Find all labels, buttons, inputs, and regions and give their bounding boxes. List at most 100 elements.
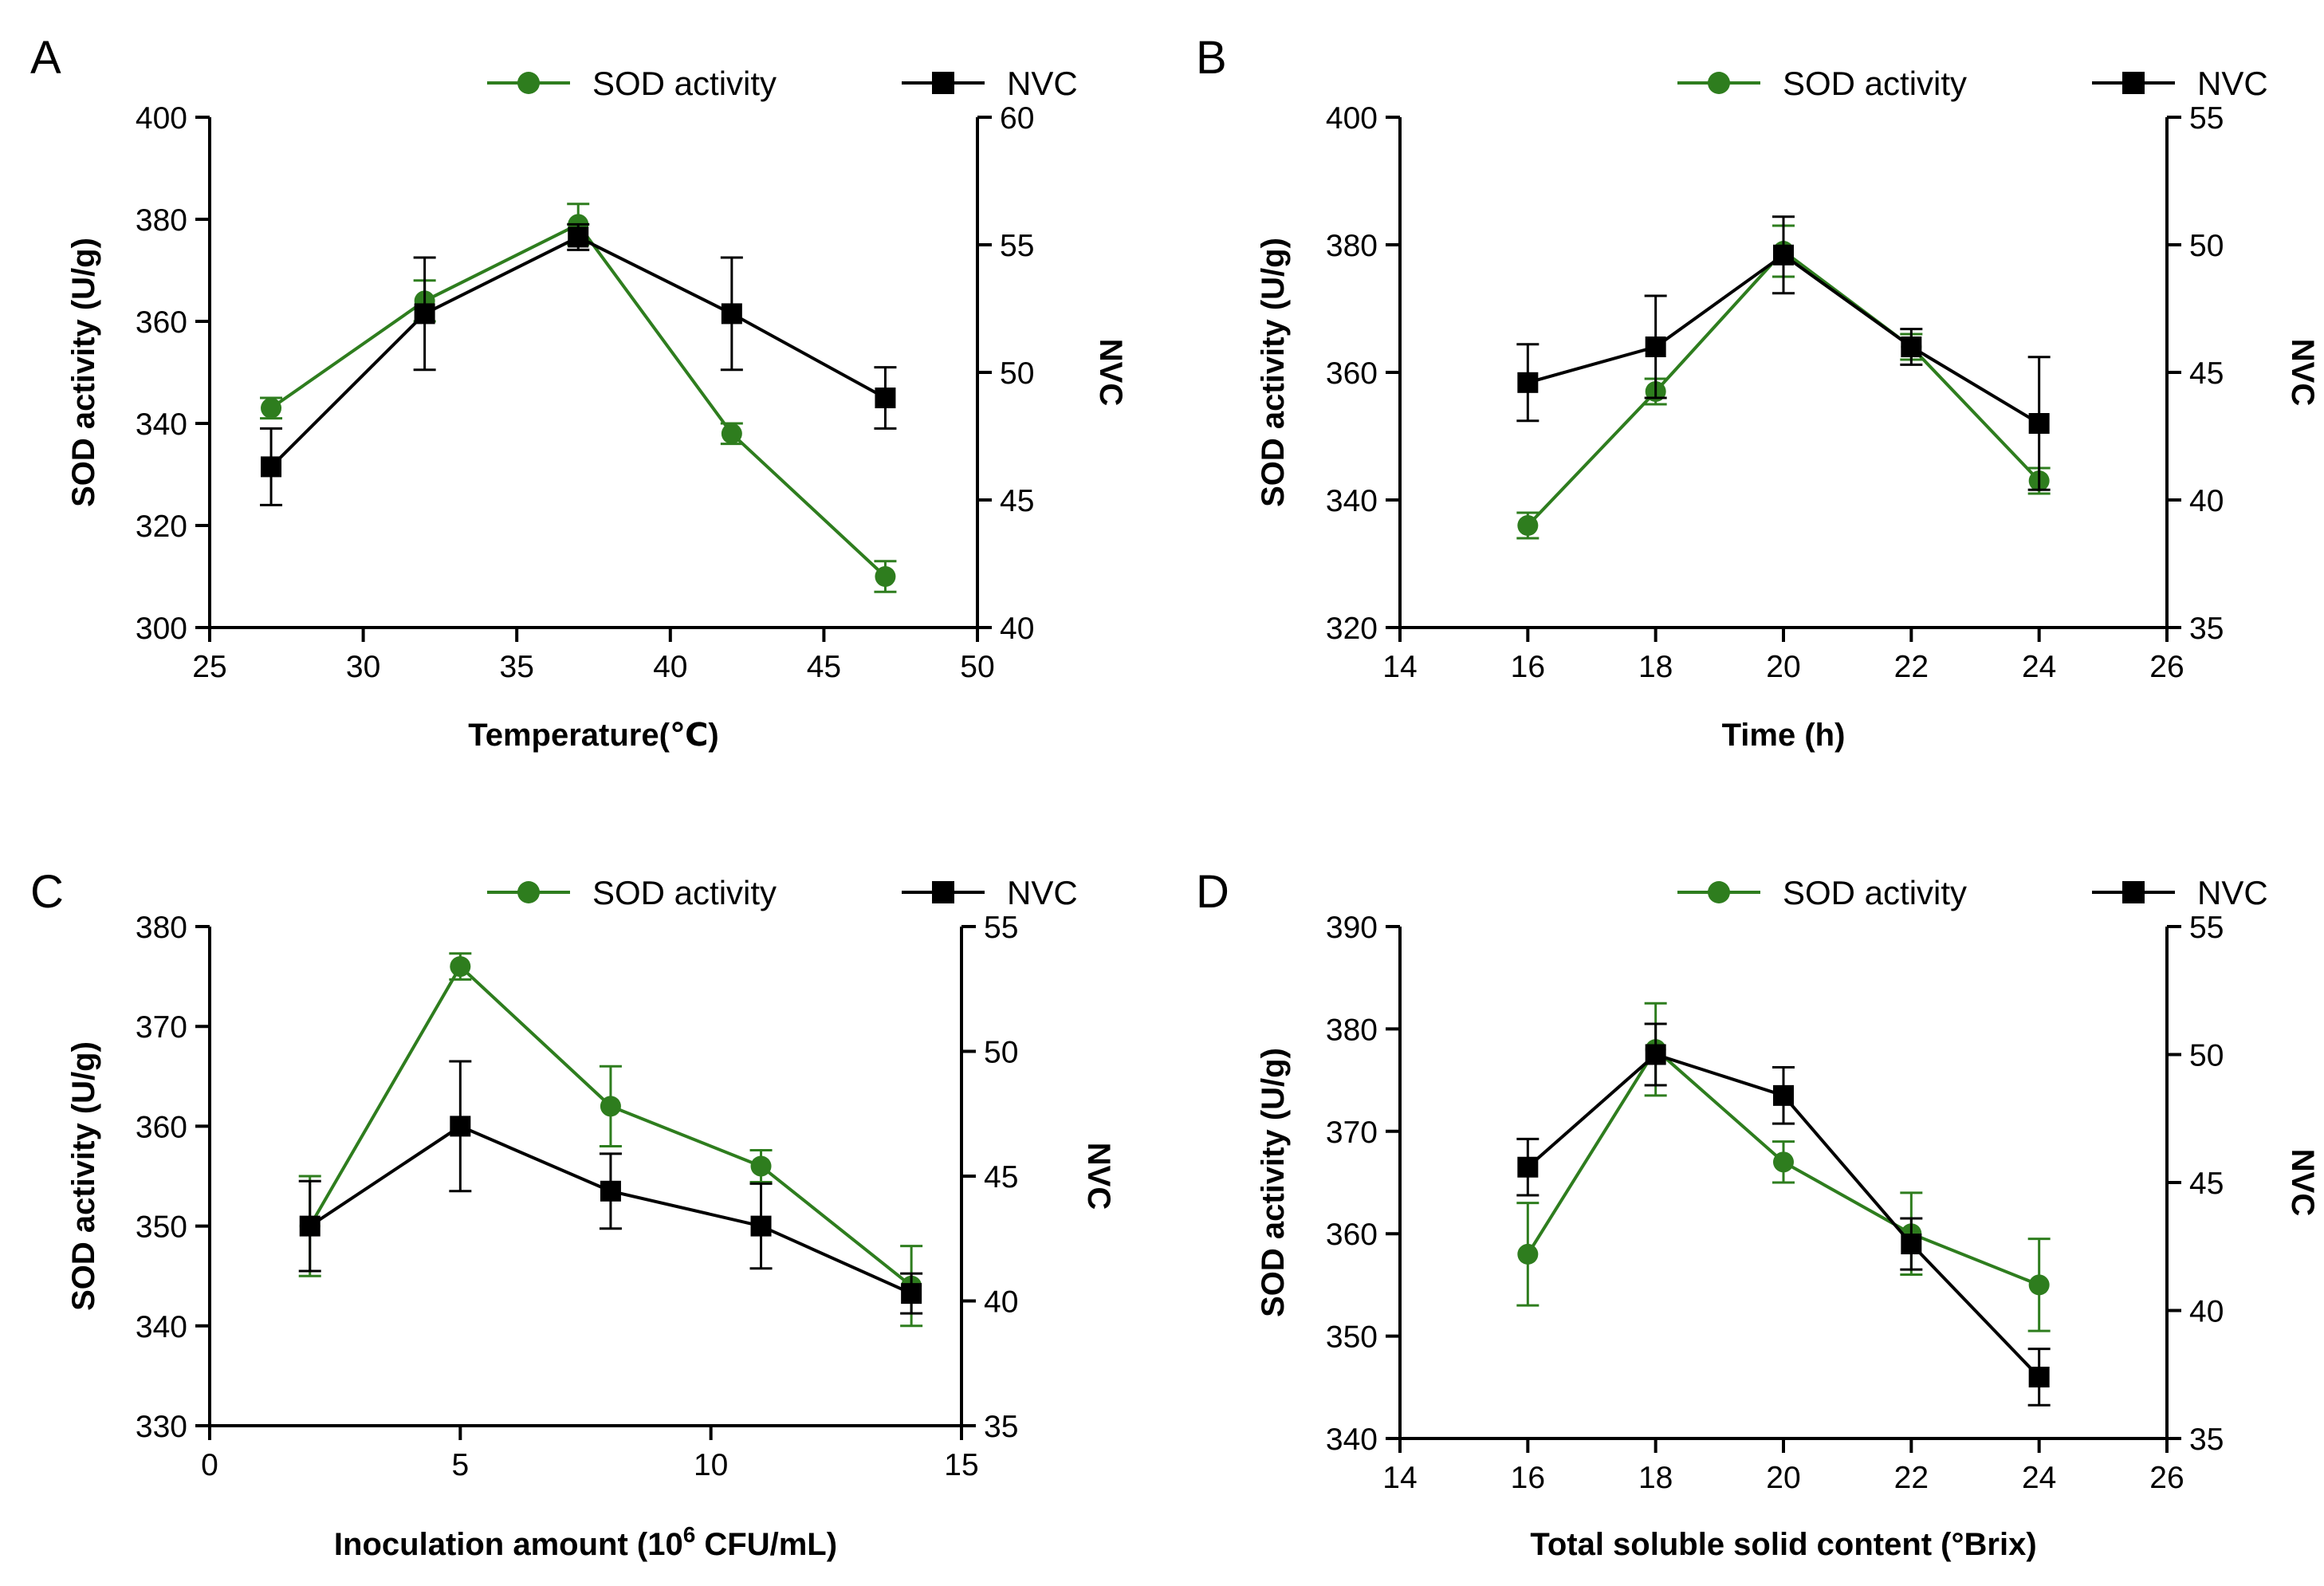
- series-line-nvc: [269, 235, 887, 468]
- y-tick-label: 370: [1326, 1116, 1378, 1150]
- series-nvc: [260, 222, 897, 506]
- y2-tick-label: 60: [1000, 101, 1034, 136]
- y2-axis-title: NVC: [2285, 1149, 2320, 1216]
- y-tick-label: 380: [136, 911, 187, 945]
- x-tick-label: 26: [2149, 650, 2184, 684]
- data-point-sod: [450, 956, 471, 978]
- y-tick-label: 350: [1326, 1320, 1378, 1355]
- y2-tick-label: 40: [2189, 1295, 2224, 1329]
- data-point-nvc: [875, 388, 896, 408]
- panel-b: B 14 16 18 20 22 24 26 320 340 360 380 400 35 40 45 50 55…: [1196, 32, 2320, 753]
- data-point-sod: [750, 1155, 772, 1177]
- data-point-nvc: [299, 1215, 320, 1237]
- data-point-nvc: [600, 1180, 621, 1202]
- y-axis-title: SOD activity (U/g): [66, 1041, 101, 1311]
- x-tick-label: 14: [1382, 650, 1417, 684]
- legend-sod-marker: [1708, 72, 1730, 94]
- legend: SOD activity NVC: [1677, 65, 2268, 102]
- x-axis-title: Time (h): [1722, 718, 1846, 753]
- x-tick-label: 18: [1638, 650, 1673, 684]
- data-point-sod: [600, 1096, 621, 1117]
- data-point-sod: [2028, 1274, 2050, 1296]
- legend: SOD activity NVC: [487, 65, 1078, 102]
- x-tick-label: 5: [451, 1448, 469, 1482]
- legend-nvc-label: NVC: [1007, 65, 1078, 102]
- series-nvc: [298, 1060, 923, 1315]
- y-tick-label: 330: [136, 1410, 187, 1444]
- legend: SOD activity NVC: [487, 874, 1078, 911]
- legend-sod-marker: [517, 72, 540, 94]
- legend-sod-marker: [517, 881, 540, 903]
- x-tick-label: 24: [2022, 1461, 2056, 1495]
- y2-tick-label: 45: [2189, 356, 2224, 391]
- x-tick-label: 25: [192, 650, 226, 684]
- y-tick-label: 360: [1326, 1218, 1378, 1252]
- panel-letter: C: [30, 866, 64, 918]
- y2-axis-title: NVC: [1093, 339, 1128, 406]
- legend-nvc-marker: [932, 881, 954, 903]
- x-tick-label: 50: [960, 650, 994, 684]
- data-point-nvc: [1773, 244, 1794, 266]
- x-axis-title: Temperature(℃): [468, 718, 718, 753]
- y-tick-label: 340: [1326, 484, 1378, 518]
- x-axis-title: Total soluble solid content (°Brix): [1530, 1527, 2036, 1562]
- data-point-nvc: [1645, 1044, 1666, 1065]
- data-point-nvc: [1517, 1156, 1539, 1178]
- series-sod: [298, 952, 923, 1328]
- x-axis-title: Inoculation amount (106 CFU/mL): [334, 1522, 837, 1562]
- x-tick-label: 40: [653, 650, 687, 684]
- panel-d: D 14 16 18 20 22 24 26 340 350 360 370 380 390 35 40 45 5…: [1196, 866, 2320, 1562]
- y-tick-label: 370: [136, 1010, 187, 1045]
- data-point-nvc: [1773, 1084, 1794, 1106]
- data-point-nvc: [568, 226, 589, 248]
- data-point-sod: [261, 397, 282, 419]
- y-tick-label: 380: [1326, 229, 1378, 263]
- data-point-nvc: [450, 1116, 471, 1137]
- data-point-nvc: [1517, 372, 1539, 393]
- y2-tick-label: 35: [984, 1410, 1018, 1444]
- series-nvc: [1516, 215, 2051, 491]
- y-tick-label: 380: [136, 203, 187, 238]
- data-point-nvc: [1901, 1234, 1922, 1255]
- y2-tick-label: 35: [2189, 612, 2224, 646]
- x-tick-label: 30: [346, 650, 380, 684]
- series-nvc: [1516, 1022, 2051, 1407]
- data-point-sod: [1773, 1151, 1794, 1173]
- x-tick-label: 0: [201, 1448, 218, 1482]
- legend-nvc-label: NVC: [2197, 874, 2268, 911]
- panel-letter: A: [30, 32, 61, 84]
- y-tick-label: 380: [1326, 1013, 1378, 1047]
- y2-tick-label: 50: [1000, 356, 1034, 391]
- y2-tick-label: 40: [984, 1285, 1018, 1320]
- y2-tick-label: 40: [2189, 484, 2224, 518]
- x-tick-label: 24: [2022, 650, 2056, 684]
- data-point-nvc: [750, 1215, 772, 1237]
- y2-tick-label: 40: [1000, 612, 1034, 646]
- x-tick-label: 16: [1511, 650, 1545, 684]
- legend-nvc-marker: [2122, 72, 2145, 94]
- data-point-nvc: [1901, 336, 1922, 357]
- legend-sod-label: SOD activity: [1783, 874, 1967, 911]
- y-tick-label: 390: [1326, 911, 1378, 945]
- y-axis-title: SOD activity (U/g): [1256, 1048, 1291, 1317]
- data-point-sod: [875, 566, 896, 587]
- panel-letter: B: [1196, 32, 1227, 84]
- panel-a: A 25 30 35 40 45 50 300 320 340 360 380 400 40 45 50 55 6…: [30, 32, 1128, 753]
- data-point-nvc: [2028, 1366, 2050, 1387]
- y2-tick-label: 35: [2189, 1423, 2224, 1457]
- series-line-sod: [269, 222, 887, 578]
- y-tick-label: 320: [1326, 612, 1378, 646]
- y-tick-label: 300: [136, 612, 187, 646]
- data-point-nvc: [1645, 336, 1666, 357]
- y-tick-label: 340: [1326, 1423, 1378, 1457]
- y-tick-label: 360: [136, 305, 187, 340]
- x-tick-label: 35: [500, 650, 534, 684]
- data-point-sod: [721, 423, 742, 444]
- legend-sod-label: SOD activity: [592, 65, 777, 102]
- y2-axis-title: NVC: [1081, 1143, 1116, 1210]
- legend-sod-label: SOD activity: [592, 874, 777, 911]
- x-tick-label: 22: [1894, 1461, 1929, 1495]
- y2-tick-label: 45: [1000, 484, 1034, 518]
- y-tick-label: 350: [136, 1210, 187, 1245]
